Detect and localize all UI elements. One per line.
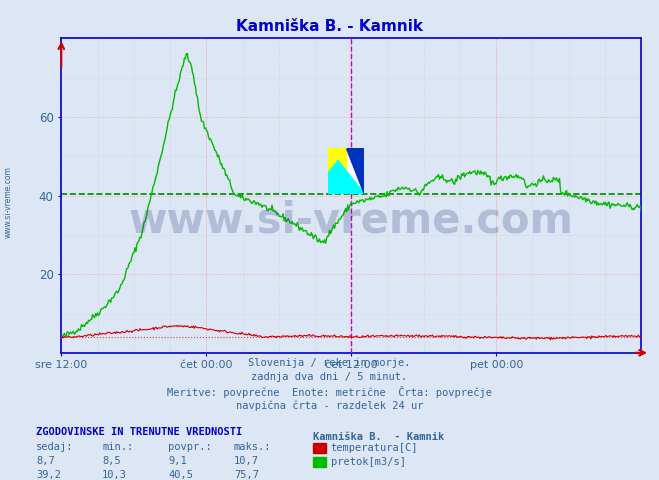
Polygon shape [328, 148, 346, 171]
Text: 40,5: 40,5 [168, 470, 193, 480]
Text: Meritve: povprečne  Enote: metrične  Črta: povprečje: Meritve: povprečne Enote: metrične Črta:… [167, 386, 492, 398]
Text: 75,7: 75,7 [234, 470, 259, 480]
Text: pretok[m3/s]: pretok[m3/s] [331, 457, 406, 467]
Bar [328, 148, 346, 171]
Text: www.si-vreme.com: www.si-vreme.com [3, 166, 13, 238]
Text: Kamniška B. - Kamnik: Kamniška B. - Kamnik [236, 19, 423, 34]
Text: www.si-vreme.com: www.si-vreme.com [129, 200, 574, 242]
Text: 10,7: 10,7 [234, 456, 259, 466]
Polygon shape [346, 148, 364, 193]
Text: 10,3: 10,3 [102, 470, 127, 480]
Text: temperatura[C]: temperatura[C] [331, 443, 418, 453]
Text: navpična črta - razdelek 24 ur: navpična črta - razdelek 24 ur [236, 401, 423, 411]
Text: povpr.:: povpr.: [168, 442, 212, 452]
Text: 8,5: 8,5 [102, 456, 121, 466]
Text: 39,2: 39,2 [36, 470, 61, 480]
Text: ZGODOVINSKE IN TRENUTNE VREDNOSTI: ZGODOVINSKE IN TRENUTNE VREDNOSTI [36, 427, 243, 437]
Text: sedaj:: sedaj: [36, 442, 74, 452]
Text: Kamniška B.  - Kamnik: Kamniška B. - Kamnik [313, 432, 444, 442]
Text: maks.:: maks.: [234, 442, 272, 452]
Polygon shape [328, 148, 364, 193]
Text: zadnja dva dni / 5 minut.: zadnja dva dni / 5 minut. [251, 372, 408, 382]
Text: 9,1: 9,1 [168, 456, 186, 466]
Text: 8,7: 8,7 [36, 456, 55, 466]
Text: min.:: min.: [102, 442, 133, 452]
Text: Slovenija / reke in morje.: Slovenija / reke in morje. [248, 358, 411, 368]
